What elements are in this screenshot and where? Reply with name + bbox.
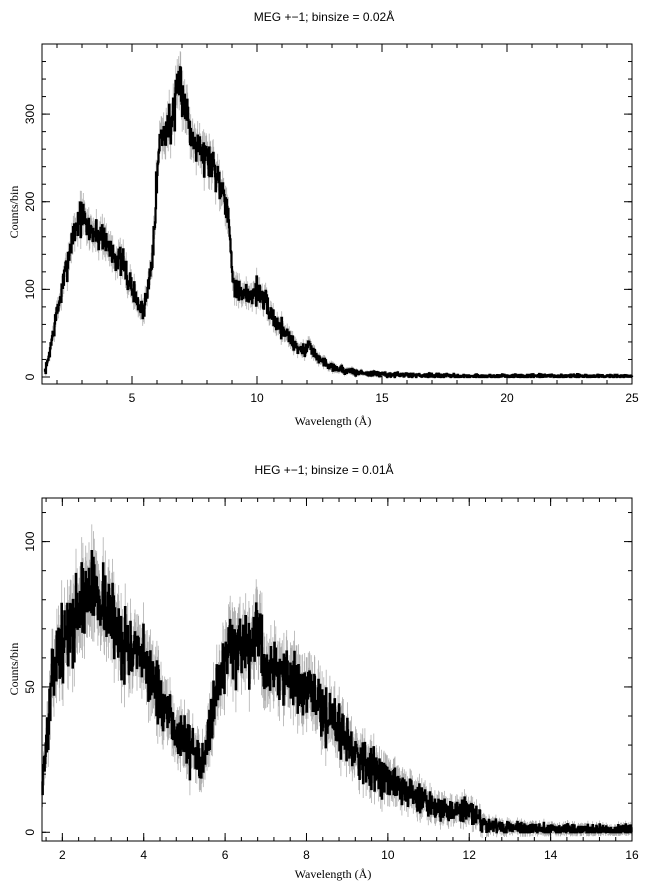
data-layer [41,550,633,834]
heg-chart: HEG +−1; binsize = 0.01Å 2 4 6 8 10 12 14 16 0 5… [7,462,639,881]
y-axis-label: Counts/bin [7,643,21,696]
chart-title: MEG +−1; binsize = 0.02Å [254,9,394,24]
y-tick-label: 100 [23,279,37,299]
y-ticks: 0 100 200 300 [23,43,632,380]
plot-frame [41,497,633,842]
x-tick-label: 25 [625,391,639,405]
y-tick-label: 200 [23,191,37,211]
y-tick-label: 0 [23,373,37,380]
error-bars [41,524,633,839]
error-bars [44,51,633,379]
y-tick-label: 0 [23,829,37,836]
x-tick-label: 6 [222,848,229,862]
x-tick-label: 2 [59,848,66,862]
errorbar-layer [41,524,633,839]
chart-title: HEG +−1; binsize = 0.01Å [254,462,393,477]
y-tick-label: 300 [23,104,37,124]
x-tick-label: 16 [625,848,639,862]
spectrum-line [43,66,634,379]
x-ticks: 2 4 6 8 10 12 14 16 [45,498,639,862]
x-tick-label: 14 [544,848,558,862]
errorbar-layer [44,51,633,379]
meg-chart: MEG +−1; binsize = 0.02Å 5 10 15 20 25 0 100 2… [7,9,639,428]
y-axis-label: Counts/bin [7,186,21,239]
x-tick-label: 15 [375,391,389,405]
y-ticks: 0 50 100 [23,512,632,836]
data-layer [43,66,634,379]
x-axis-label: Wavelength (Å) [295,414,372,428]
x-tick-label: 10 [381,848,395,862]
y-tick-label: 100 [23,531,37,551]
x-axis-label: Wavelength (Å) [295,867,372,881]
x-tick-label: 5 [129,391,136,405]
x-tick-label: 8 [303,848,310,862]
plot-frame [41,43,633,385]
x-ticks: 5 10 15 20 25 [56,44,639,405]
y-tick-label: 50 [23,680,37,694]
x-tick-label: 20 [500,391,514,405]
x-tick-label: 12 [463,848,477,862]
x-tick-label: 4 [140,848,147,862]
x-tick-label: 10 [250,391,264,405]
spectrum-line [41,550,633,834]
